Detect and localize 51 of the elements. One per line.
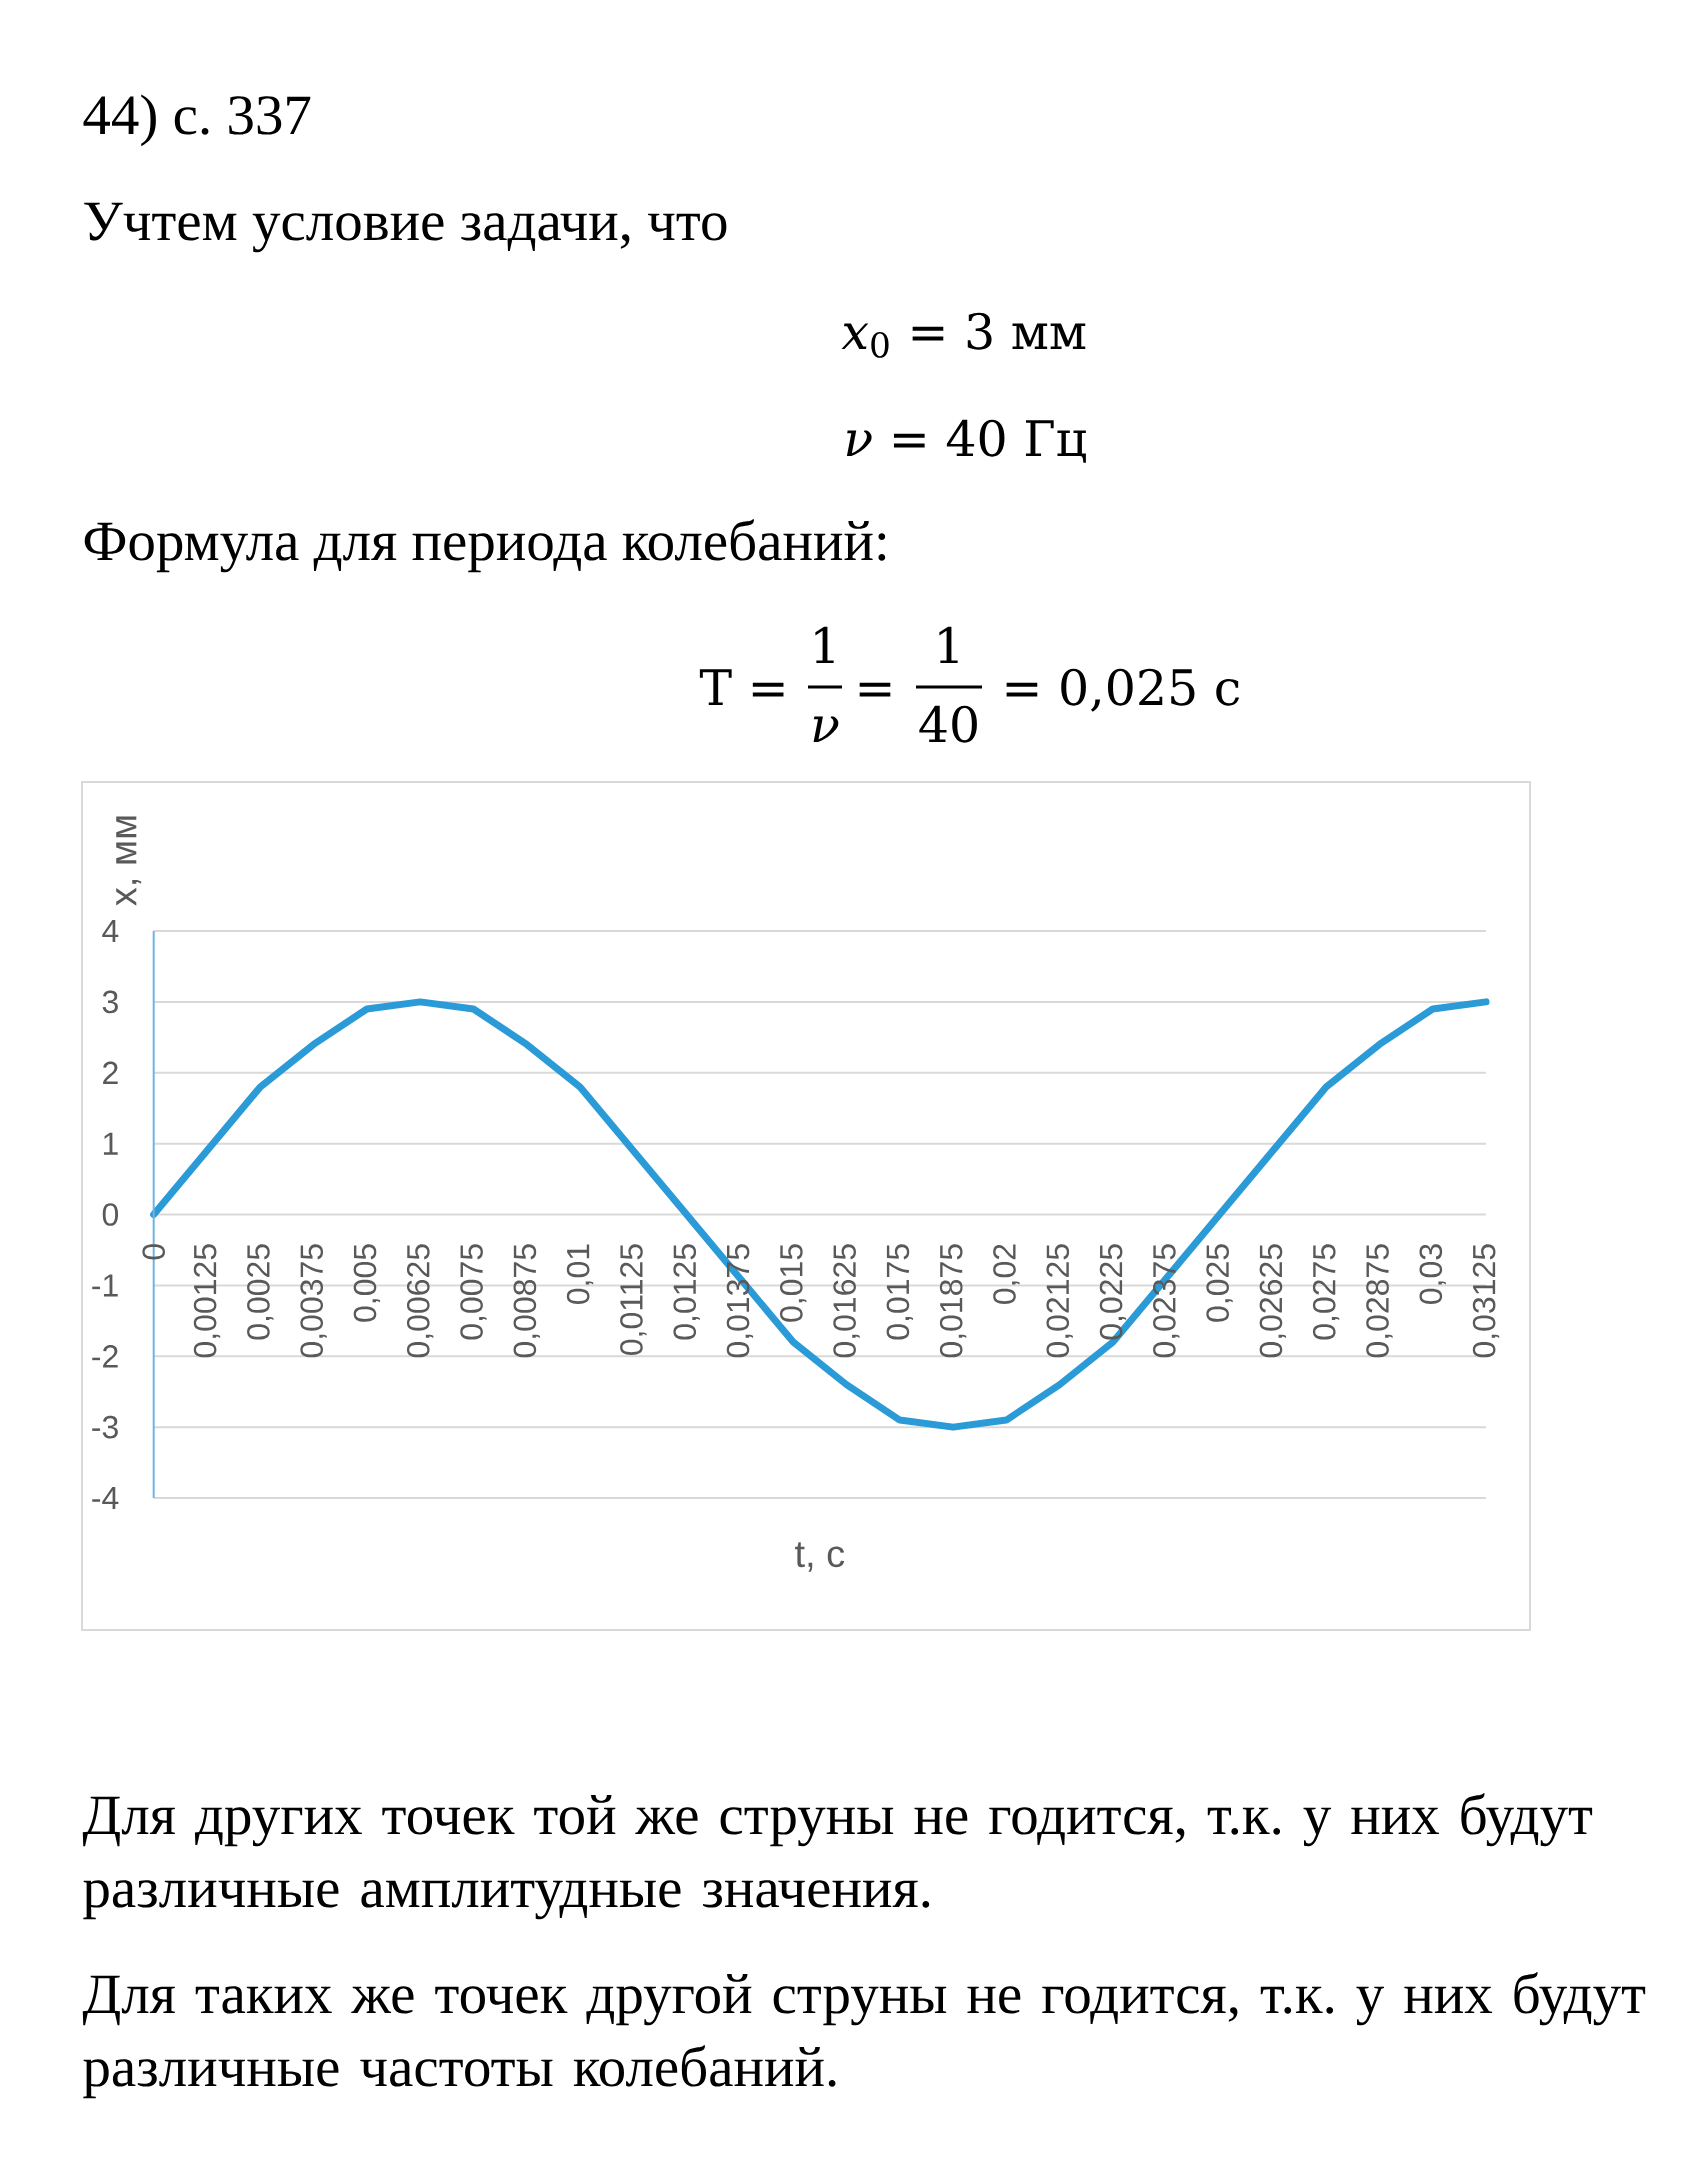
x-tick-label: 0,01375 bbox=[726, 1244, 754, 1358]
y-tick-label: -1 bbox=[92, 1274, 118, 1297]
x-tick-label: 0,02125 bbox=[1046, 1244, 1073, 1358]
text: 1 bbox=[815, 626, 834, 664]
text: Для таких же точек другой струны не годится, т.к. у них будут различные частоты колебаний. bbox=[82, 1972, 1646, 2099]
x-tick-label: 0,00625 bbox=[406, 1244, 434, 1358]
y-axis-title: x, мм bbox=[116, 816, 142, 906]
x-tick-label: 0,0225 bbox=[1099, 1244, 1127, 1340]
text: ν bbox=[813, 716, 839, 743]
x-tick-label: 0,0275 bbox=[1312, 1244, 1340, 1340]
x-tick-label: 0,00875 bbox=[513, 1244, 540, 1358]
x-tick-label: 0,02875 bbox=[1366, 1244, 1393, 1358]
x-tick-label: 0,0125 bbox=[673, 1244, 700, 1340]
x-tick-label: 0,01625 bbox=[833, 1244, 860, 1358]
y-tick-label: 1 bbox=[103, 1132, 118, 1155]
text: = bbox=[859, 682, 891, 697]
y-tick-label: 2 bbox=[103, 1061, 118, 1084]
text: ν = 40 Гц bbox=[846, 419, 1086, 463]
text: Формула для периода колебаний: bbox=[84, 519, 886, 573]
x-tick-label: 0,0075 bbox=[460, 1244, 487, 1340]
x-tick-label: 0,02 bbox=[993, 1244, 1020, 1304]
x-tick-label: 0,0175 bbox=[886, 1244, 913, 1340]
x-tick-label: 0,025 bbox=[1206, 1244, 1233, 1322]
y-tick-label: 4 bbox=[102, 920, 119, 943]
x-tick-label: 0,01125 bbox=[620, 1244, 647, 1355]
text: 44) с. 337 bbox=[83, 94, 311, 147]
x-tick-label: 0,0025 bbox=[247, 1244, 274, 1340]
text: 1 bbox=[939, 626, 958, 664]
y-tick-label: -2 bbox=[92, 1345, 118, 1368]
x-tick-label: 0,00125 bbox=[193, 1244, 221, 1358]
text: Учтем условие задачи, что bbox=[84, 202, 727, 253]
y-tick-label: -4 bbox=[92, 1487, 119, 1510]
x-tick-label: 0,03 bbox=[1419, 1244, 1446, 1304]
x-tick-label: 0,03125 bbox=[1472, 1244, 1500, 1358]
x-tick-label: 0,005 bbox=[353, 1244, 381, 1322]
x-tick-label: 0,02625 bbox=[1259, 1244, 1287, 1358]
x-tick-label: 0,015 bbox=[780, 1244, 807, 1322]
x-tick-label: 0 bbox=[142, 1244, 166, 1260]
y-tick-label: 0 bbox=[102, 1203, 119, 1226]
x-tick-label: 0,00375 bbox=[300, 1244, 327, 1358]
text: 40 bbox=[919, 705, 977, 743]
y-tick-label: 3 bbox=[102, 990, 118, 1014]
text: = 0,025 с bbox=[1006, 668, 1240, 712]
x-tick-label: 0,02375 bbox=[1153, 1244, 1180, 1358]
x-tick-label: 0,01875 bbox=[939, 1244, 967, 1358]
text: Для других точек той же струны не годится, т.к. у них будут различные амплитудные значения. bbox=[82, 1793, 1593, 1920]
text: x$_{0}$ = 3 мм bbox=[841, 312, 1086, 358]
y-tick-label: -3 bbox=[92, 1415, 118, 1439]
text: T = bbox=[699, 669, 784, 706]
x-tick-label: 0,01 bbox=[566, 1244, 594, 1304]
x-axis-title: t, с bbox=[795, 1542, 845, 1572]
